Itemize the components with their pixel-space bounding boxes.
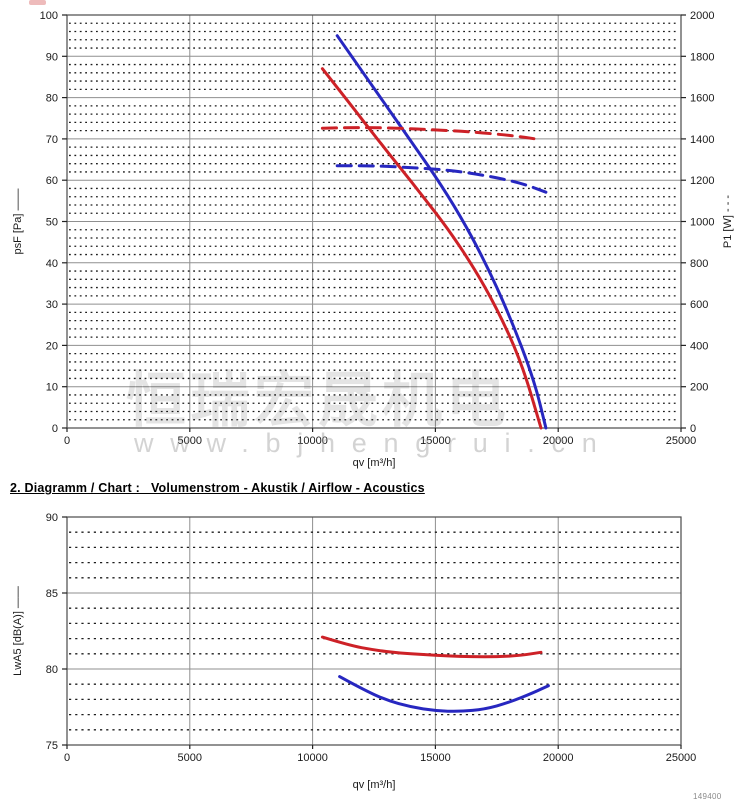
svg-text:25000: 25000 (666, 752, 697, 764)
curve-LwA5-blue-solid (338, 675, 550, 713)
y-grid-major (67, 55, 681, 388)
x-grid-major (189, 517, 559, 745)
plot-frame (66, 516, 682, 746)
curve-psF-blue-solid (335, 34, 548, 430)
svg-text:1200: 1200 (690, 175, 714, 187)
svg-text:25000: 25000 (666, 435, 697, 447)
curve-P1-blue-dashed (335, 164, 548, 194)
svg-text:90: 90 (46, 512, 58, 524)
svg-text:50: 50 (46, 217, 58, 229)
svg-text:10000: 10000 (297, 435, 328, 447)
airflow-acoustics-chart: 0 5000 10000 15000 20000 25000 75 80 85 90 LwA5 [d… (12, 512, 696, 791)
airflow-pressure-power-chart: 0 5000 10000 15000 20000 25000010203040506070… (12, 10, 734, 469)
svg-text:1000: 1000 (690, 217, 714, 229)
svg-text:800: 800 (690, 258, 708, 270)
svg-text:400: 400 (690, 340, 708, 352)
y-left-tick-labels: 75 80 85 90 (46, 512, 67, 752)
svg-text:10: 10 (46, 382, 58, 394)
svg-text:70: 70 (46, 134, 58, 146)
svg-text:100: 100 (40, 10, 58, 22)
svg-text:90: 90 (46, 51, 58, 63)
svg-text:0: 0 (690, 423, 696, 435)
curve-LwA5-red-solid (320, 635, 543, 659)
svg-text:60: 60 (46, 175, 58, 187)
x-tick-labels: 0 5000 10000 15000 20000 25000 (64, 428, 696, 447)
curves (320, 635, 550, 713)
chart2-heading: 2. Diagramm / Chart : Volumenstrom - Aku… (10, 481, 425, 495)
svg-text:85: 85 (46, 588, 58, 600)
y-left-axis-title: LwA5 [dB(A)] —— (12, 586, 24, 676)
svg-text:0: 0 (64, 435, 70, 447)
y-right-axis-title: P1 [W] - - - (722, 195, 734, 249)
svg-text:5000: 5000 (178, 752, 202, 764)
svg-text:200: 200 (690, 382, 708, 394)
svg-text:80: 80 (46, 93, 58, 105)
x-tick-labels: 0 5000 10000 15000 20000 25000 (64, 745, 696, 764)
y-grid-major (67, 592, 681, 670)
svg-text:20000: 20000 (543, 752, 574, 764)
svg-text:1400: 1400 (690, 134, 714, 146)
svg-text:5000: 5000 (178, 435, 202, 447)
svg-text:1600: 1600 (690, 93, 714, 105)
x-axis-title: qv [m³/h] (353, 779, 396, 791)
svg-text:2000: 2000 (690, 10, 714, 22)
y-grid-minor (69, 531, 679, 731)
svg-text:600: 600 (690, 299, 708, 311)
svg-text:75: 75 (46, 740, 58, 752)
y-left-axis-title: psF [Pa] —— (12, 188, 24, 254)
svg-text:0: 0 (64, 752, 70, 764)
svg-text:40: 40 (46, 258, 58, 270)
svg-text:30: 30 (46, 299, 58, 311)
svg-text:0: 0 (52, 423, 58, 435)
svg-text:20000: 20000 (543, 435, 574, 447)
svg-text:15000: 15000 (420, 435, 451, 447)
curve-P1-red-dashed (320, 126, 543, 142)
x-axis-title: qv [m³/h] (353, 457, 396, 469)
svg-text:80: 80 (46, 664, 58, 676)
svg-text:15000: 15000 (420, 752, 451, 764)
svg-text:10000: 10000 (297, 752, 328, 764)
y-right-tick-labels: 0 200 400 600 800 1000 1200 1400 1600 1800 2000 (681, 10, 714, 435)
curves (320, 34, 548, 430)
y-grid-minor (69, 22, 679, 421)
y-left-tick-labels: 0 10 20 30 40 50 60 70 80 90 100 (40, 10, 67, 435)
svg-text:1800: 1800 (690, 51, 714, 63)
svg-text:20: 20 (46, 340, 58, 352)
